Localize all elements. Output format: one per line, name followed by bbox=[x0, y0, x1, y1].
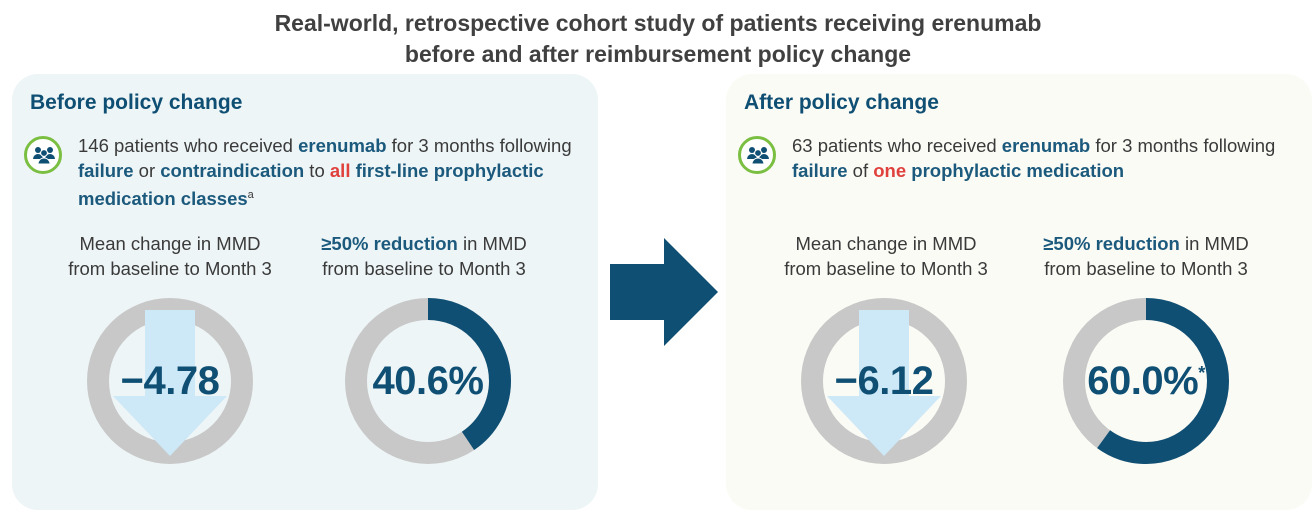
after-reduction-value: 60.0% * bbox=[1087, 358, 1205, 403]
title-line-1: Real-world, retrospective cohort study o… bbox=[274, 10, 1042, 36]
donut-graphic bbox=[345, 298, 511, 464]
donut-value-arc bbox=[345, 298, 511, 464]
people-group-icon bbox=[738, 136, 776, 174]
donut-graphic bbox=[801, 298, 967, 464]
after-reduction-donut: 60.0% * bbox=[1061, 296, 1231, 466]
before-panel: Before policy change 146 patients who re… bbox=[12, 74, 598, 510]
after-description: 63 patients who received erenumab for 3 … bbox=[792, 135, 1276, 181]
before-mean-value: −4.78 bbox=[120, 358, 220, 403]
donut-graphic bbox=[1063, 298, 1229, 464]
before-heading: Before policy change bbox=[30, 91, 243, 114]
after-panel: After policy change 63 patients who rece… bbox=[726, 74, 1312, 510]
after-mean-label: Mean change in MMD from baseline to Mont… bbox=[784, 233, 988, 279]
down-arrow-icon bbox=[827, 310, 941, 456]
donut-graphic bbox=[87, 298, 253, 464]
before-reduction-donut: 40.6% bbox=[343, 296, 513, 466]
after-mean-value: −6.12 bbox=[834, 358, 934, 403]
chart-title: Real-world, retrospective cohort study o… bbox=[0, 8, 1316, 70]
before-mean-label: Mean change in MMD from baseline to Mont… bbox=[68, 233, 272, 279]
before-mean-donut: −4.78 bbox=[85, 296, 255, 466]
people-group-icon bbox=[24, 136, 62, 174]
donut-value-arc bbox=[1063, 298, 1229, 464]
before-description: 146 patients who received erenumab for 3… bbox=[78, 135, 572, 210]
after-heading: After policy change bbox=[744, 91, 939, 114]
title-line-2: before and after reimbursement policy ch… bbox=[404, 41, 912, 67]
after-mean-donut: −6.12 bbox=[799, 296, 969, 466]
right-arrow-icon bbox=[610, 238, 718, 346]
down-arrow-icon bbox=[113, 310, 227, 456]
after-reduction-label: ≥50% reduction in MMD from baseline to M… bbox=[1043, 233, 1249, 279]
before-reduction-label: ≥50% reduction in MMD from baseline to M… bbox=[321, 233, 527, 279]
before-reduction-value: 40.6% bbox=[372, 358, 484, 403]
